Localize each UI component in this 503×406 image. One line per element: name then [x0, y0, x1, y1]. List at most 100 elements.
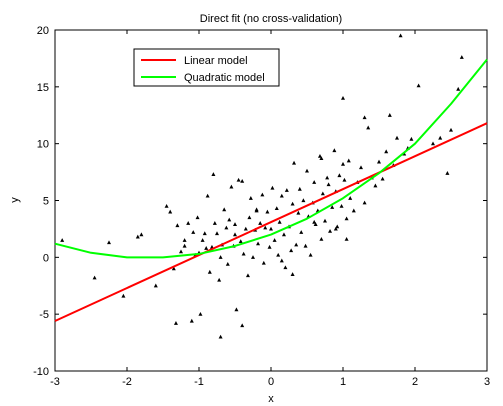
scatter-point: [303, 243, 308, 248]
scatter-point: [294, 242, 299, 247]
scatter-point: [290, 201, 295, 206]
scatter-point: [205, 193, 210, 198]
scatter-point: [299, 230, 304, 234]
scatter-point: [229, 184, 234, 189]
y-tick-label: -5: [39, 309, 49, 321]
y-axis-ticks: -10 -5 0 5 10 15 20: [33, 25, 487, 378]
scatter-point: [204, 246, 209, 250]
scatter-point: [387, 113, 392, 117]
scatter-point: [290, 272, 295, 276]
x-tick-label: -1: [194, 376, 204, 388]
scatter-point: [326, 182, 331, 187]
scatter-point: [274, 206, 279, 211]
scatter-point: [217, 277, 222, 282]
scatter-point: [346, 158, 351, 163]
scatter-point: [366, 125, 371, 130]
scatter-point: [277, 219, 282, 224]
x-axis-ticks: -3 -2 -1 0 1 2 3: [50, 30, 490, 388]
scatter-point: [341, 96, 345, 100]
scatter-point: [301, 198, 306, 203]
scatter-point: [276, 252, 281, 257]
scatter-point: [337, 173, 342, 178]
scatter-point: [325, 175, 330, 180]
y-tick-label: 5: [43, 196, 49, 208]
scatter-point: [320, 191, 325, 196]
scatter-point: [195, 215, 200, 220]
legend: Linear model Quadratic model: [133, 48, 280, 87]
scatter-point: [240, 323, 245, 328]
x-tick-label: 2: [412, 376, 418, 388]
scatter-point: [330, 205, 335, 209]
y-axis-label: y: [9, 197, 21, 203]
scatter-point: [191, 230, 196, 234]
scatter-point: [139, 232, 144, 237]
scatter-point: [175, 223, 180, 228]
fit-lines: [54, 58, 488, 322]
scatter-point: [362, 115, 367, 120]
scatter-point: [260, 192, 265, 197]
legend-box: [133, 48, 280, 87]
scatter-point: [335, 224, 340, 229]
scatter-point: [416, 83, 421, 88]
scatter-point: [240, 178, 245, 183]
scatter-point: [60, 238, 65, 242]
scatter-point: [168, 209, 173, 214]
scatter-point: [362, 200, 367, 205]
scatter-point: [270, 185, 275, 190]
scatter-point: [261, 260, 266, 265]
scatter-point: [153, 283, 158, 288]
scatter-point: [200, 238, 205, 242]
scatter-point: [227, 217, 232, 222]
scatter-point: [279, 193, 284, 198]
scatter-point: [211, 172, 216, 176]
x-axis-label: x: [268, 393, 274, 405]
scatter-point: [218, 334, 223, 339]
scatter-point: [173, 321, 178, 325]
y-tick-label: 0: [43, 252, 49, 264]
scatter-point: [254, 207, 259, 212]
scatter-point: [233, 222, 237, 226]
scatter-point: [182, 243, 187, 248]
linear-model-line: [54, 122, 488, 322]
scatter-point: [198, 311, 203, 316]
scatter-point: [92, 275, 97, 280]
scatter-point: [265, 209, 270, 214]
scatter-point: [283, 265, 288, 270]
x-tick-label: 3: [484, 376, 490, 388]
scatter-point: [225, 261, 230, 266]
scatter-point: [377, 159, 381, 164]
scatter-point: [296, 210, 301, 215]
scatter-point: [182, 238, 187, 242]
scatter-point: [339, 203, 344, 208]
scatter-point: [317, 153, 322, 158]
scatter-point: [341, 161, 345, 166]
scatter-point: [247, 215, 252, 220]
x-tick-label: -2: [122, 376, 132, 388]
scatter-point: [234, 307, 239, 312]
scatter-point: [218, 255, 223, 259]
scatter-point: [409, 136, 414, 141]
scatter-point: [459, 55, 464, 59]
scatter-point: [344, 236, 349, 241]
scatter-point: [243, 226, 248, 231]
scatter-point: [373, 183, 378, 188]
scatter-point: [351, 208, 356, 213]
scatter-point: [248, 196, 253, 200]
scatter-point: [279, 258, 284, 263]
scatter-point: [272, 238, 277, 242]
scatter-point: [281, 232, 286, 237]
scatter-point: [171, 266, 176, 271]
scatter-point: [284, 188, 289, 192]
scatter-point: [308, 252, 313, 257]
scatter-point: [312, 180, 317, 184]
scatter-point: [319, 236, 324, 241]
x-tick-label: 1: [340, 376, 346, 388]
scatter-point: [224, 225, 229, 230]
scatter-point: [258, 221, 263, 225]
scatter-point: [438, 135, 443, 140]
legend-quadratic-label: Quadratic model: [184, 72, 265, 84]
scatter-point: [380, 176, 385, 181]
y-tick-label: 10: [37, 139, 49, 151]
scatter-point: [384, 149, 389, 154]
